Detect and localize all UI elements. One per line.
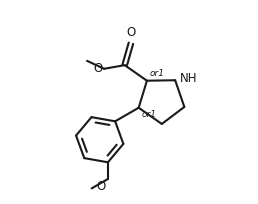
Text: O: O [93, 62, 102, 75]
Text: O: O [126, 27, 135, 39]
Text: NH: NH [180, 72, 197, 85]
Text: O: O [96, 180, 106, 193]
Text: or1: or1 [141, 110, 156, 119]
Text: or1: or1 [149, 69, 164, 78]
